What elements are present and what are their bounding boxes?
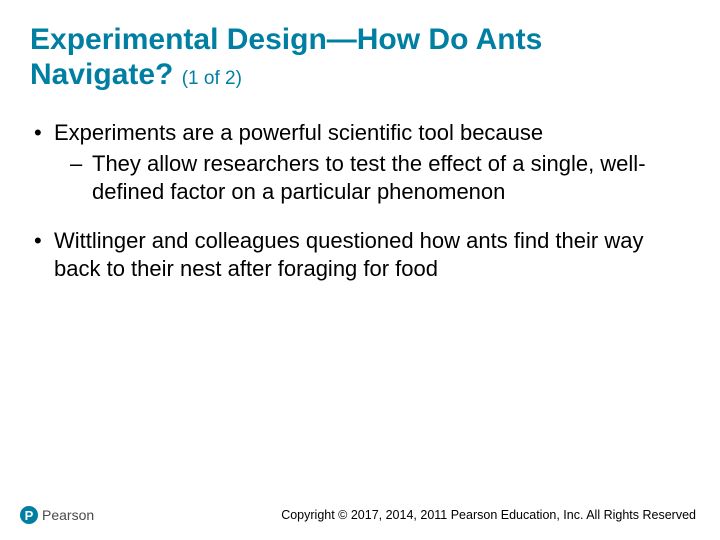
bullet-icon: •: [34, 119, 54, 147]
pearson-logo: P Pearson: [20, 506, 94, 524]
list-item: • Wittlinger and colleagues questioned h…: [34, 227, 690, 282]
title-part-indicator: (1 of 2): [182, 68, 242, 89]
list-item: • Experiments are a powerful scientific …: [34, 119, 690, 147]
slide-container: Experimental Design—How Do Ants Navigate…: [0, 0, 720, 540]
bullet-text: Experiments are a powerful scientific to…: [54, 119, 690, 147]
logo-brand-name: Pearson: [42, 507, 94, 523]
logo-mark-icon: P: [20, 506, 38, 524]
logo-letter: P: [25, 509, 34, 522]
slide-footer: P Pearson Copyright © 2017, 2014, 2011 P…: [0, 506, 720, 524]
dash-icon: –: [70, 150, 92, 205]
slide-title: Experimental Design—How Do Ants Navigate…: [30, 22, 690, 93]
bullet-block: • Wittlinger and colleagues questioned h…: [30, 227, 690, 282]
bullet-text: They allow researchers to test the effec…: [92, 150, 690, 205]
bullet-block: • Experiments are a powerful scientific …: [30, 119, 690, 206]
list-item: – They allow researchers to test the eff…: [70, 150, 690, 205]
bullet-icon: •: [34, 227, 54, 282]
title-main: Experimental Design—How Do Ants Navigate…: [30, 23, 542, 91]
slide-body: • Experiments are a powerful scientific …: [30, 119, 690, 283]
copyright-text: Copyright © 2017, 2014, 2011 Pearson Edu…: [281, 508, 696, 522]
bullet-text: Wittlinger and colleagues questioned how…: [54, 227, 690, 282]
